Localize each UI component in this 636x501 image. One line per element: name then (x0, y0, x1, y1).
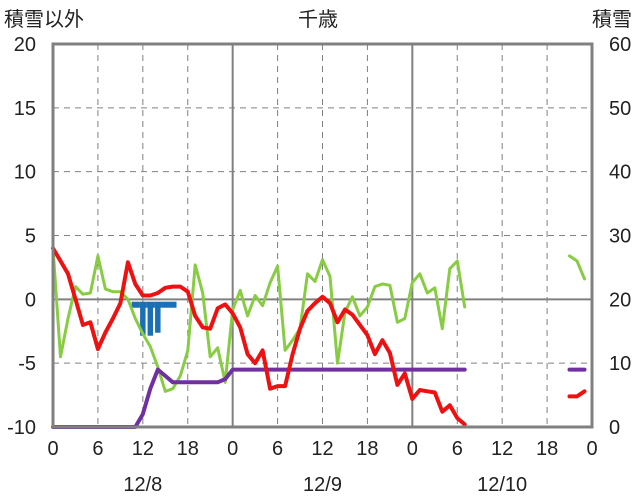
x-tick-label: 18 (356, 438, 378, 460)
left-tick-label: 10 (14, 162, 36, 184)
precip-cap (154, 301, 162, 308)
right-tick-label: 40 (609, 162, 631, 184)
precip-cap (161, 301, 170, 308)
x-tick-label: 0 (407, 438, 418, 460)
plot-frame (51, 42, 594, 429)
left-tick-label: 5 (25, 226, 36, 248)
x-tick-label: 18 (536, 438, 558, 460)
date-label: 12/8 (123, 474, 162, 496)
date-label: 12/9 (303, 474, 342, 496)
temperature-line (567, 389, 587, 399)
precip-bar (147, 305, 154, 336)
grid (53, 44, 592, 427)
left-axis-title: 積雪以外 (4, 8, 84, 31)
x-tick-label: 18 (177, 438, 199, 460)
x-tick-label: 6 (92, 438, 103, 460)
right-tick-label: 50 (609, 98, 631, 120)
left-tick-label: 15 (14, 98, 36, 120)
precip-cap (131, 301, 140, 308)
x-tick-label: 0 (47, 438, 58, 460)
precip-cap (146, 301, 155, 308)
x-tick-label: 6 (272, 438, 283, 460)
left-tick-label: -10 (7, 417, 36, 439)
left-tick-label: 20 (14, 34, 36, 56)
right-axis-title: 積雪 (592, 8, 632, 31)
precip-cap (139, 301, 147, 308)
dew-point-line (568, 254, 586, 281)
x-tick-label: 6 (452, 438, 463, 460)
precipitation-bars (131, 301, 177, 336)
precip-bar (155, 305, 161, 333)
precip-cap (169, 301, 177, 308)
chart-title: 千歳 (298, 8, 338, 31)
x-tick-label: 12 (132, 438, 154, 460)
precip-bar (140, 305, 146, 336)
x-tick-label: 12 (311, 438, 333, 460)
x-tick-label: 0 (227, 438, 238, 460)
date-label: 12/10 (477, 474, 527, 496)
right-tick-label: 0 (609, 417, 620, 439)
series-lines (51, 246, 587, 429)
right-tick-label: 60 (609, 34, 631, 56)
temperature-line (51, 246, 467, 427)
left-tick-label: 0 (25, 289, 36, 311)
x-tick-label: 12 (491, 438, 513, 460)
right-tick-label: 30 (609, 226, 631, 248)
x-tick-label: 0 (586, 438, 597, 460)
right-tick-label: 10 (609, 353, 631, 375)
right-tick-label: 20 (609, 289, 631, 311)
left-tick-label: -5 (18, 353, 36, 375)
